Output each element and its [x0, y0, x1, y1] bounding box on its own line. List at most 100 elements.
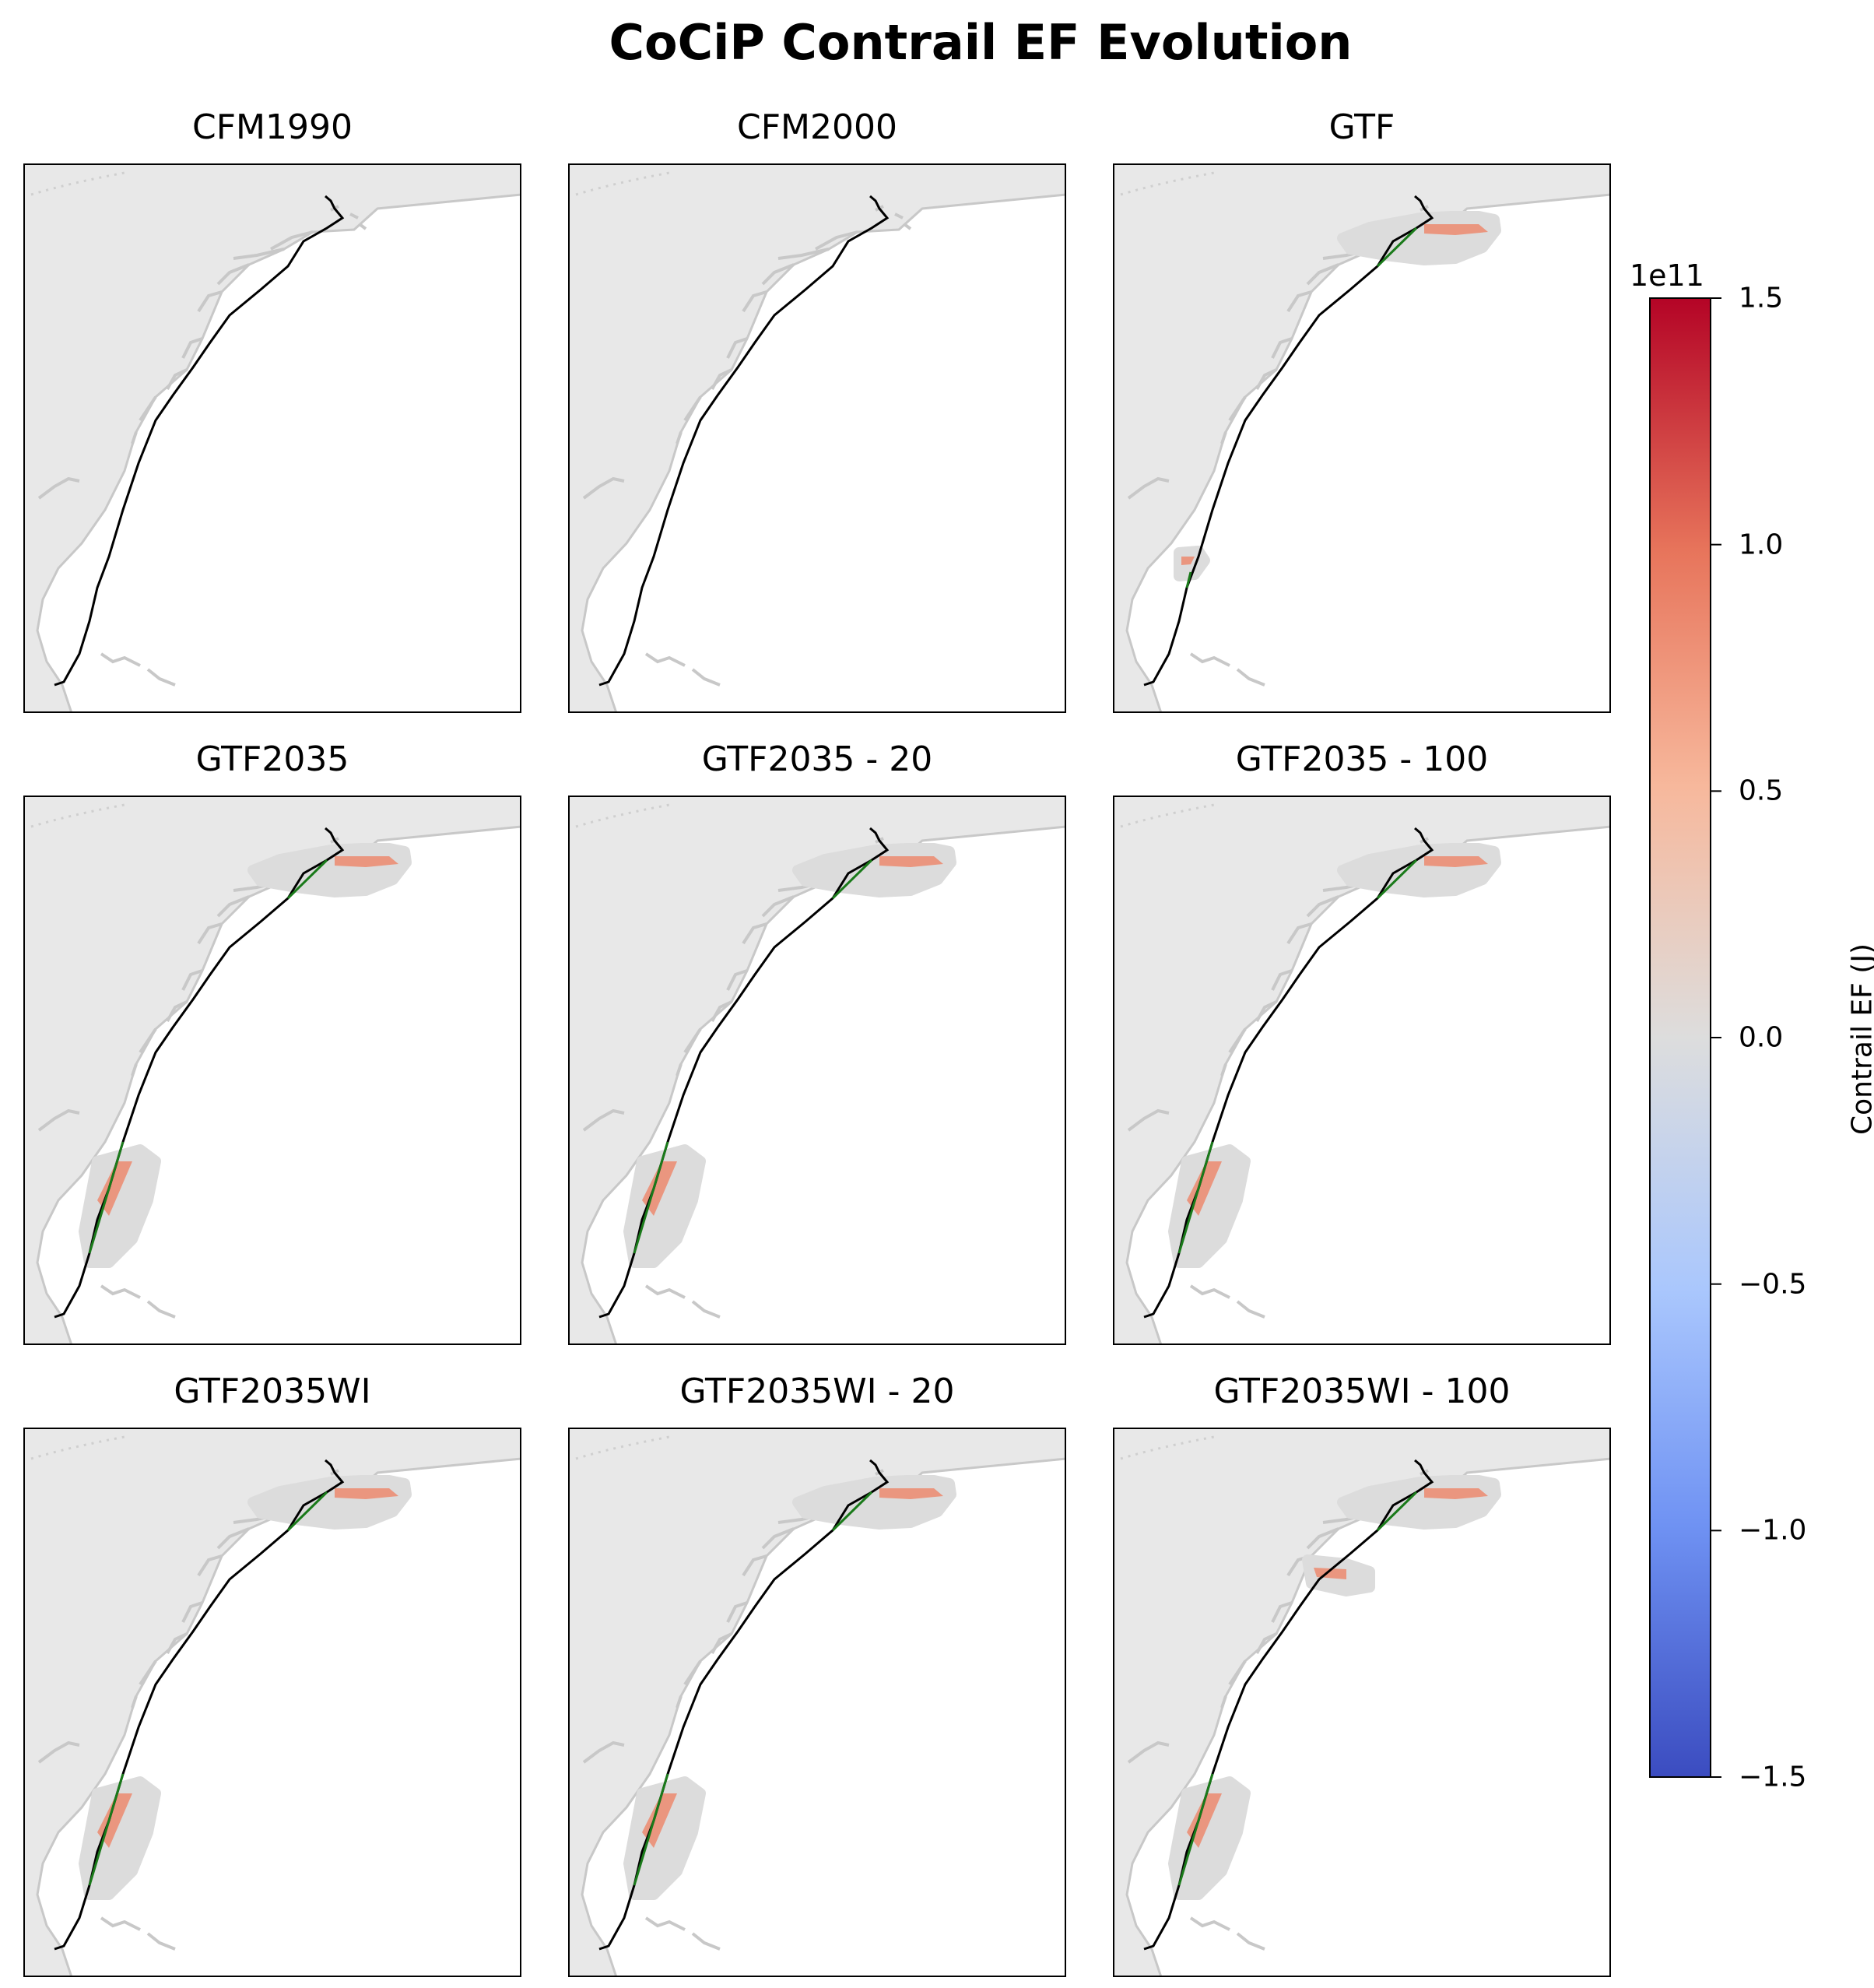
land-area: [23, 163, 521, 713]
coastline: [100, 1284, 176, 1319]
border-line: [1120, 1435, 1215, 1460]
coastline: [1189, 1284, 1265, 1319]
coastline: [1127, 476, 1170, 500]
contrail-forming-segment: [1185, 571, 1192, 588]
coastline: [1286, 263, 1339, 313]
border-line: [575, 803, 670, 828]
figure-title: CoCiP Contrail EF Evolution: [609, 14, 1353, 71]
coastline: [711, 337, 748, 390]
coastline: [644, 652, 721, 687]
map-panel: [23, 163, 521, 713]
coastline: [1189, 1916, 1265, 1951]
coastline: [1127, 1108, 1170, 1132]
coastline: [711, 969, 748, 1022]
coastline: [582, 1108, 625, 1132]
colorbar-tick-label: 0.0: [1739, 1021, 1784, 1054]
contrail-plume: [623, 1144, 706, 1268]
colorbar-tick-label: −1.0: [1739, 1514, 1807, 1547]
panel-frame: [568, 796, 1066, 1345]
coastline: [166, 337, 203, 390]
contrail-warming: [1424, 1488, 1488, 1499]
coastline: [1286, 895, 1339, 945]
panel-frame: [568, 163, 1066, 713]
contrail-warming: [1424, 856, 1488, 867]
contrail-warming: [335, 856, 398, 867]
map-panel: [568, 163, 1066, 713]
panel-frame: [1113, 796, 1611, 1345]
panel-frame: [23, 163, 521, 713]
flight-path: [1143, 195, 1434, 687]
contrail-warming: [1181, 557, 1195, 565]
coastline: [131, 1027, 157, 1077]
panel-title: GTF2035WI - 20: [679, 1372, 955, 1411]
coastline: [742, 263, 795, 313]
map-panel: [23, 796, 521, 1345]
colorbar-tick-label: −1.5: [1739, 1761, 1807, 1793]
coastline: [233, 230, 314, 260]
panel-title: GTF: [1328, 107, 1395, 147]
map-panel: [568, 796, 1066, 1345]
panel-title: GTF2035 - 20: [701, 739, 933, 779]
border-line: [575, 171, 670, 196]
contrail-forming-segment: [1376, 1491, 1418, 1532]
coastline: [131, 1660, 157, 1709]
coastline: [1189, 652, 1265, 687]
panel-frame: [23, 1428, 521, 1977]
coastline: [676, 395, 702, 444]
contrail-plume: [623, 1776, 706, 1900]
coastline: [676, 1660, 702, 1709]
coastline: [582, 476, 625, 500]
contrail-plume: [79, 1144, 161, 1268]
contrail-forming-segment: [1376, 859, 1418, 900]
coastline: [582, 1740, 625, 1764]
contrail-plume: [1168, 1144, 1251, 1268]
contrail-forming-segment: [88, 1141, 125, 1254]
land-area: [568, 163, 1066, 713]
coastline: [197, 895, 250, 945]
coastline: [644, 1916, 721, 1951]
coastline: [1220, 395, 1247, 444]
colorbar-tick-label: 1.0: [1739, 529, 1784, 561]
coastline: [37, 1108, 80, 1132]
panel-title: CFM1990: [192, 107, 353, 147]
border-line: [30, 171, 125, 196]
panel-title: GTF2035: [195, 739, 349, 779]
coastline: [742, 1527, 795, 1577]
border-line: [30, 1435, 125, 1460]
map-panel: [1113, 796, 1611, 1345]
coastline: [1255, 1601, 1293, 1654]
contrail-forming-segment: [1177, 1141, 1214, 1254]
coastline: [1255, 337, 1293, 390]
contrail-forming-segment: [1376, 227, 1418, 268]
colorbar-tick-label: −0.5: [1739, 1268, 1807, 1301]
panel-title: CFM2000: [737, 107, 897, 147]
coastline: [37, 1740, 80, 1764]
contrail-plume: [79, 1776, 161, 1900]
coastline: [37, 476, 80, 500]
colorbar-tick-label: 1.5: [1739, 282, 1784, 314]
colorbar-gradient: [1649, 297, 1711, 1778]
colorbar-ticks: [1711, 297, 1721, 1778]
coastline: [1220, 1660, 1247, 1709]
contrail-warming: [879, 1488, 943, 1499]
coastline: [676, 1027, 702, 1077]
contrail-warming: [1424, 224, 1488, 235]
coastline: [777, 230, 858, 260]
coastline: [197, 1527, 250, 1577]
border-line: [575, 1435, 670, 1460]
map-panel: [1113, 1428, 1611, 1977]
coastline: [100, 652, 176, 687]
contrail-plume: [1168, 1776, 1251, 1900]
coastline: [166, 969, 203, 1022]
contrail-forming-segment: [831, 1491, 873, 1532]
coastline: [166, 1601, 203, 1654]
panel-frame: [23, 796, 521, 1345]
colorbar-label: Contrail EF (J): [1846, 943, 1874, 1136]
flight-path: [598, 195, 890, 687]
flight-path: [54, 195, 345, 687]
contrail-forming-segment: [633, 1773, 669, 1886]
panel-frame: [1113, 163, 1611, 713]
map-panel: [23, 1428, 521, 1977]
coastline: [131, 395, 157, 444]
